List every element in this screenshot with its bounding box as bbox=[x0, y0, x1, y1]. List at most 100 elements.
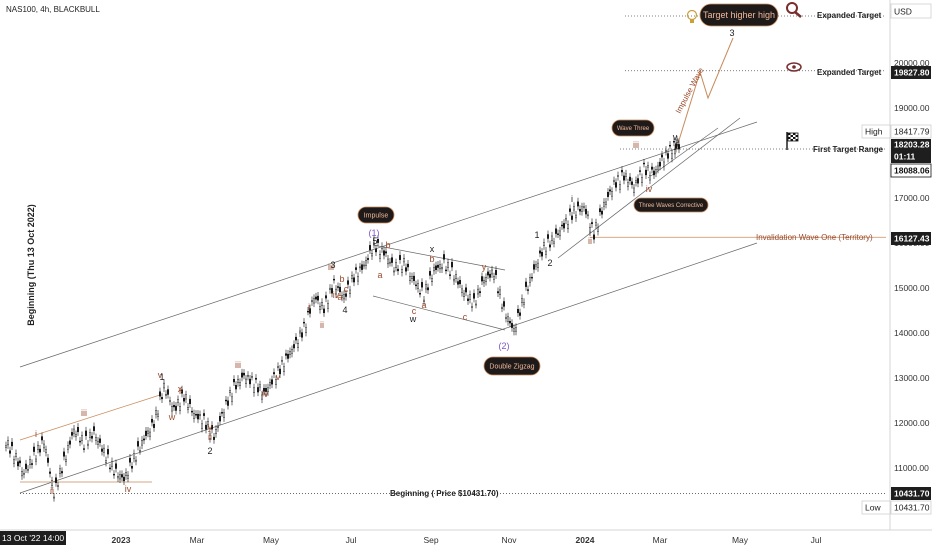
candle-body bbox=[665, 149, 668, 152]
candle-body bbox=[43, 443, 46, 449]
wave-label: iii bbox=[633, 140, 639, 150]
candle-body bbox=[637, 178, 640, 184]
candle-body bbox=[305, 327, 308, 333]
candle-body bbox=[214, 428, 217, 434]
x-tick-label: Nov bbox=[501, 535, 517, 545]
candle-body bbox=[663, 161, 666, 167]
candle-body bbox=[375, 248, 378, 253]
wave-label: 2 bbox=[547, 258, 552, 268]
candle-body bbox=[194, 414, 197, 416]
candle-body bbox=[677, 142, 680, 145]
candle-body bbox=[246, 375, 249, 377]
candle-body bbox=[577, 201, 580, 207]
candle-body bbox=[629, 176, 632, 181]
candle-body bbox=[232, 379, 235, 383]
candles bbox=[4, 136, 681, 502]
price-tags: USD 19827.80 High 18417.79 18203.28 01:11 1808… bbox=[861, 3, 932, 515]
projection-path bbox=[675, 37, 734, 151]
candle-body bbox=[160, 397, 163, 400]
candle-body bbox=[503, 301, 506, 307]
candle-body bbox=[59, 468, 62, 474]
trend-lines bbox=[19, 37, 758, 494]
candle-body bbox=[166, 389, 169, 395]
callout-box bbox=[357, 206, 395, 224]
wave-label: i bbox=[571, 194, 573, 204]
candle-body bbox=[619, 184, 622, 190]
candle-body bbox=[281, 360, 284, 362]
price-tag-box bbox=[861, 124, 891, 139]
candle-body bbox=[234, 385, 237, 390]
candle-body bbox=[553, 241, 556, 244]
candle-body bbox=[419, 293, 422, 295]
candle-body bbox=[275, 379, 278, 385]
wave-label: ii bbox=[320, 320, 324, 330]
wave-label: 1 bbox=[534, 230, 539, 240]
wave-label: v bbox=[158, 370, 163, 380]
candle-body bbox=[257, 387, 260, 393]
candle-body bbox=[443, 254, 446, 260]
candle-body bbox=[631, 181, 634, 185]
candle-body bbox=[529, 277, 532, 283]
candle-body bbox=[39, 448, 42, 453]
price-tag-box bbox=[891, 139, 931, 151]
candle-body bbox=[467, 298, 470, 301]
x-tick-label: Mar bbox=[190, 535, 205, 545]
candle-body bbox=[307, 310, 310, 313]
candle-body bbox=[357, 276, 360, 282]
candle-body bbox=[188, 398, 191, 405]
candle-body bbox=[651, 166, 654, 170]
wave-label: b bbox=[385, 240, 390, 250]
candle-body bbox=[267, 387, 270, 392]
candle-body bbox=[347, 280, 350, 285]
candle-body bbox=[523, 302, 526, 305]
candle-body bbox=[513, 328, 516, 332]
candle-body bbox=[457, 281, 460, 285]
candle-body bbox=[92, 426, 95, 431]
candle-body bbox=[411, 276, 414, 279]
candle-body bbox=[615, 182, 618, 188]
candle-body bbox=[525, 281, 528, 287]
price-tag-box bbox=[890, 163, 932, 178]
candle-body bbox=[200, 423, 203, 429]
candle-body bbox=[561, 224, 564, 227]
y-tick-label: 12000.00 bbox=[894, 418, 930, 428]
channel-line bbox=[557, 117, 741, 259]
wave-label: iv bbox=[125, 484, 132, 494]
candle-body bbox=[265, 388, 268, 392]
candle-body bbox=[174, 405, 177, 411]
candle-body bbox=[449, 274, 452, 276]
wave-label: iv bbox=[333, 290, 340, 300]
price-tag-box bbox=[891, 487, 931, 500]
price-tag-label: 01:11 bbox=[894, 152, 916, 162]
candle-body bbox=[164, 394, 167, 396]
candle-body bbox=[499, 289, 502, 295]
wave-label: b bbox=[339, 274, 344, 284]
candle-body bbox=[569, 208, 572, 212]
channel-line bbox=[647, 127, 719, 179]
wave-label: iv bbox=[262, 389, 269, 399]
callout-box bbox=[699, 3, 779, 27]
price-tag-box bbox=[891, 232, 931, 245]
price-tag-label: 18417.79 bbox=[894, 127, 930, 137]
wave-label: 3 bbox=[729, 28, 734, 38]
candle-body bbox=[447, 262, 450, 268]
candle-body bbox=[4, 445, 7, 448]
candle-body bbox=[515, 327, 518, 332]
candle-body bbox=[339, 286, 342, 293]
candle-body bbox=[49, 471, 52, 474]
candle-body bbox=[647, 165, 650, 168]
x-tick-label: Jul bbox=[811, 535, 822, 545]
candle-body bbox=[597, 227, 600, 232]
candle-body bbox=[327, 303, 330, 309]
x-tick-label: Sep bbox=[423, 535, 438, 545]
candle-body bbox=[204, 424, 207, 430]
candle-body bbox=[12, 459, 15, 464]
candle-body bbox=[473, 293, 476, 299]
candle-body bbox=[674, 149, 677, 155]
candle-body bbox=[481, 276, 484, 282]
candle-body bbox=[483, 280, 486, 284]
candle-body bbox=[230, 396, 233, 402]
price-tag-box bbox=[890, 3, 932, 19]
